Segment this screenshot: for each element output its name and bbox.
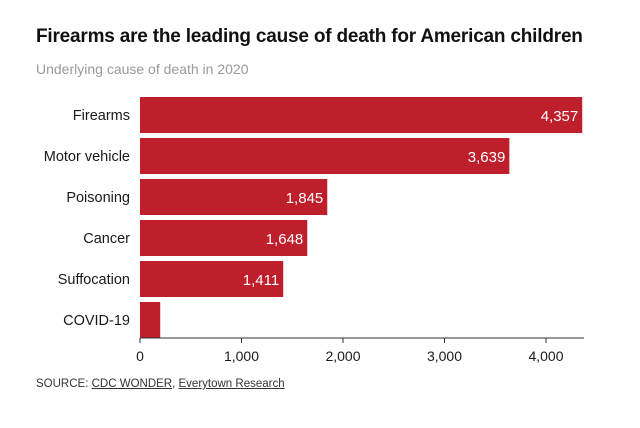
category-label-cancer: Cancer (83, 231, 130, 247)
source-label: SOURCE: (36, 378, 89, 390)
category-label-motor-vehicle: Motor vehicle (44, 149, 130, 165)
category-label-covid-19: COVID-19 (63, 313, 130, 329)
x-tick-label: 4,000 (528, 348, 563, 364)
chart-subtitle: Underlying cause of death in 2020 (36, 61, 249, 77)
source-separator: , (172, 378, 176, 390)
category-label-firearms: Firearms (73, 108, 130, 124)
value-label-firearms: 4,357 (541, 108, 579, 125)
x-tick-label: 0 (136, 348, 144, 364)
source-link-cdc-wonder[interactable]: CDC WONDER (91, 378, 173, 390)
x-tick-label: 2,000 (325, 348, 360, 364)
category-label-poisoning: Poisoning (66, 190, 130, 206)
category-label-suffocation: Suffocation (58, 272, 130, 288)
bar-poisoning (140, 179, 328, 215)
x-tick-label: 1,000 (224, 348, 259, 364)
bar-motor-vehicle (140, 138, 510, 174)
chart-title: Firearms are the leading cause of death … (36, 26, 583, 47)
value-label-motor-vehicle: 3,639 (468, 149, 506, 166)
bar-covid-19 (140, 302, 161, 338)
value-label-cancer: 1,648 (266, 231, 304, 248)
value-label-poisoning: 1,845 (286, 190, 324, 207)
source-note: SOURCE: CDC WONDER, Everytown Research (36, 378, 285, 390)
bar-cancer (140, 220, 308, 256)
source-link-everytown-research[interactable]: Everytown Research (178, 378, 285, 390)
bar-suffocation (140, 261, 284, 297)
bar-firearms (140, 97, 583, 133)
x-tick-label: 3,000 (427, 348, 462, 364)
value-label-suffocation: 1,411 (243, 272, 279, 289)
